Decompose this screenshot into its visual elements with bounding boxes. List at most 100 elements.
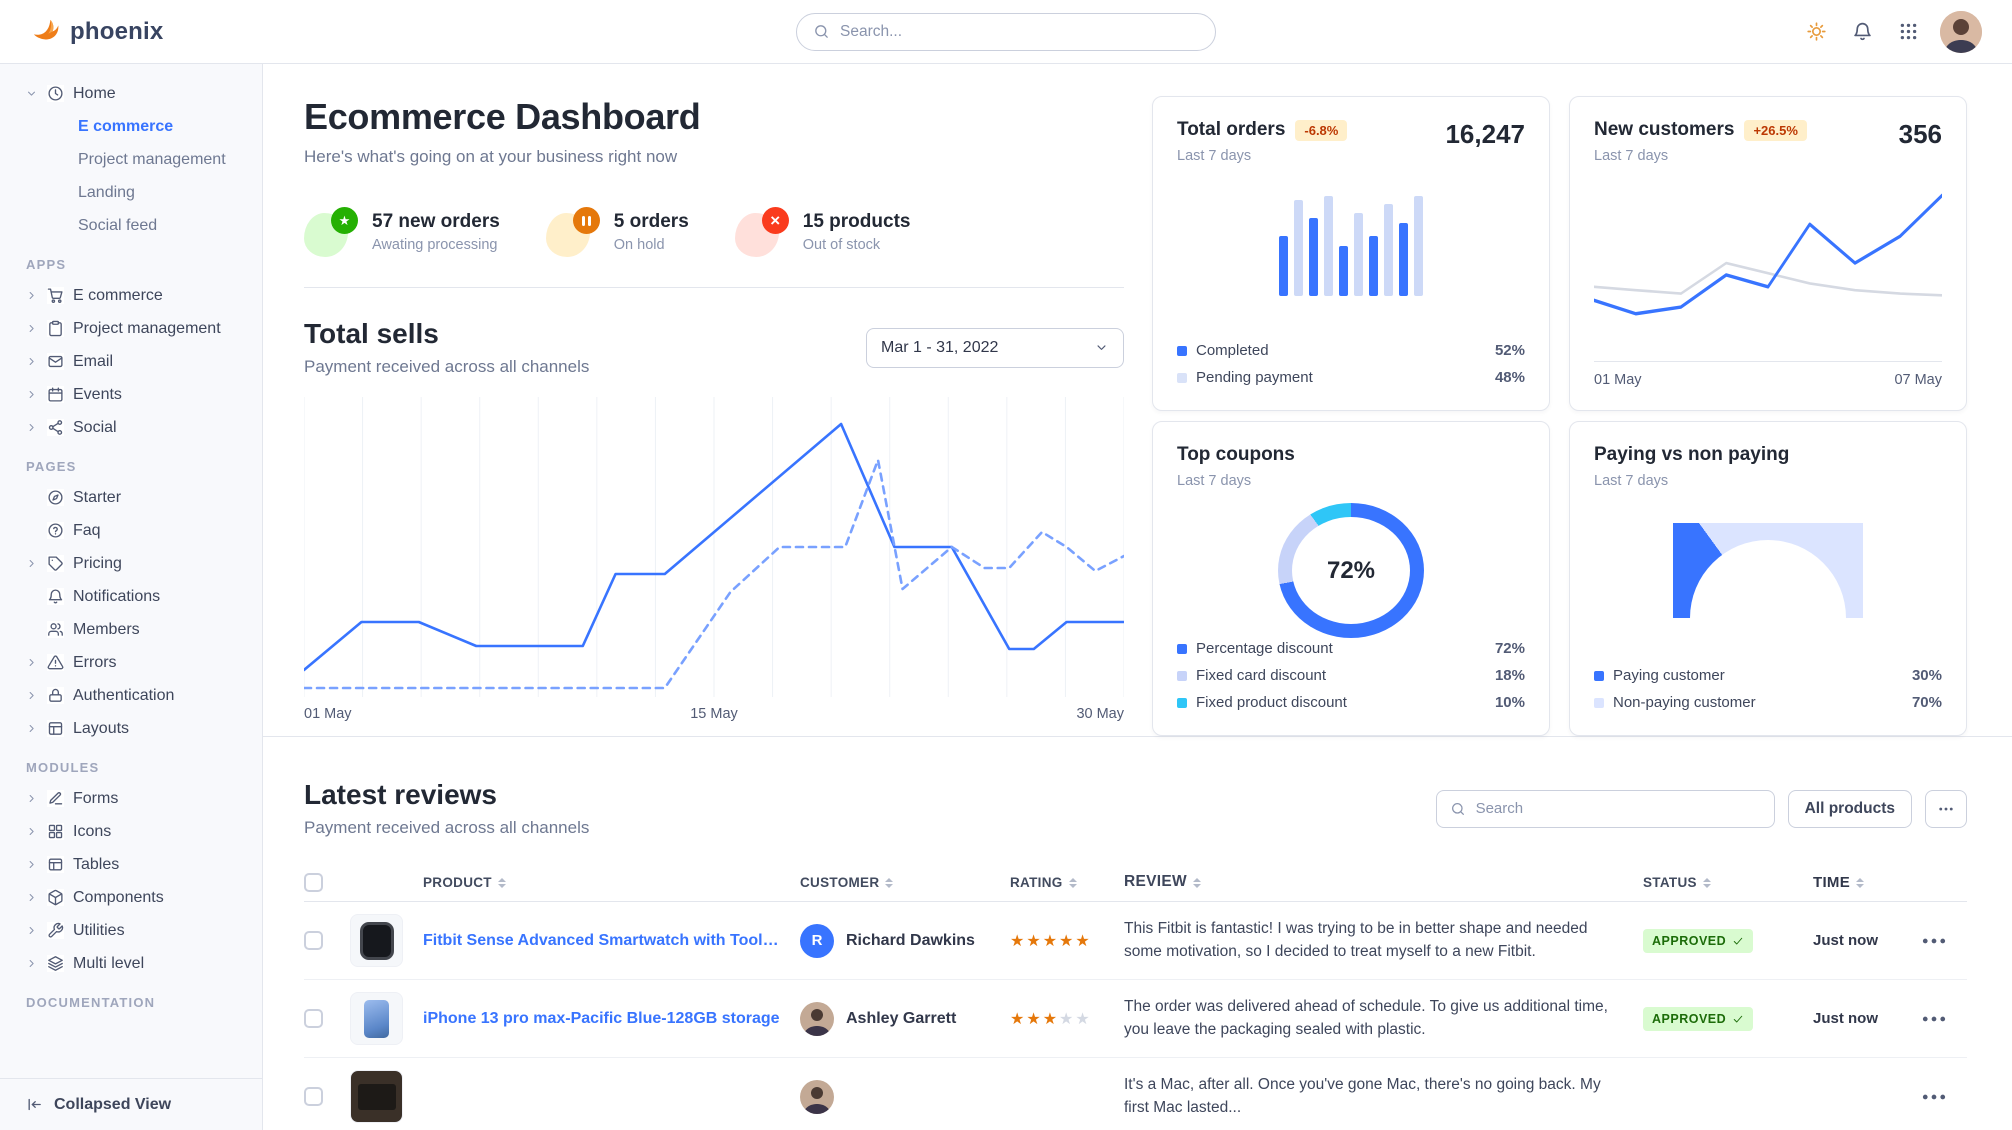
x-tick-label: 30 May bbox=[1076, 706, 1124, 722]
column-header-status[interactable]: STATUS bbox=[1643, 875, 1813, 890]
sidebar-item-label: Layouts bbox=[73, 719, 130, 737]
profile-avatar[interactable] bbox=[1940, 10, 1982, 53]
row-more-button[interactable] bbox=[1919, 1004, 1949, 1034]
sidebar-item-project-management[interactable]: Project management bbox=[0, 312, 262, 345]
sidebar-item-pricing[interactable]: Pricing bbox=[0, 547, 262, 580]
change-badge: +26.5% bbox=[1744, 119, 1807, 141]
chevron-down-icon bbox=[1094, 340, 1109, 355]
sidebar-item-label: Social bbox=[73, 418, 117, 436]
sidebar-item-errors[interactable]: Errors bbox=[0, 646, 262, 679]
brand[interactable]: phoenix bbox=[30, 14, 163, 50]
legend-bullet bbox=[1177, 643, 1187, 654]
sidebar-item-e-commerce[interactable]: E commerce bbox=[0, 279, 262, 312]
bar bbox=[1399, 223, 1408, 296]
card-period: Last 7 days bbox=[1177, 473, 1252, 489]
legend-value: 18% bbox=[1494, 667, 1525, 684]
bar bbox=[1279, 235, 1288, 296]
sidebar-item-e-commerce[interactable]: E commerce bbox=[0, 110, 262, 143]
all-products-filter-button[interactable]: All products bbox=[1787, 789, 1912, 828]
total-sells-header: Total sells Payment received across all … bbox=[304, 318, 1124, 377]
sidebar-collapse-toggle[interactable]: Collapsed View bbox=[0, 1078, 262, 1130]
layout-icon bbox=[47, 720, 64, 737]
column-header-rating[interactable]: RATING bbox=[1010, 875, 1124, 890]
global-search-input[interactable] bbox=[840, 22, 1199, 41]
legend-bullet bbox=[1177, 372, 1187, 383]
total-orders-value: 16,247 bbox=[1445, 119, 1525, 149]
sidebar-item-authentication[interactable]: Authentication bbox=[0, 679, 262, 712]
total-orders-bar-chart bbox=[1177, 192, 1525, 296]
sidebar-item-tables[interactable]: Tables bbox=[0, 848, 262, 881]
card-title: Top coupons bbox=[1177, 444, 1295, 465]
card-top-coupons: Top coupons Last 7 days 72% Percentage d… bbox=[1152, 421, 1550, 736]
sidebar-nav: Home E commerce Project management Landing S… bbox=[0, 64, 262, 1078]
bell-icon bbox=[1852, 21, 1873, 42]
column-header-review[interactable]: REVIEW bbox=[1124, 871, 1615, 893]
sort-icon bbox=[1069, 878, 1077, 888]
select-all-checkbox[interactable] bbox=[304, 873, 323, 892]
star-icon: ★ bbox=[1075, 932, 1090, 950]
box-icon bbox=[47, 889, 64, 906]
row-more-button[interactable] bbox=[1919, 1082, 1949, 1112]
sidebar-item-notifications[interactable]: Notifications bbox=[0, 580, 262, 613]
sidebar-item-home[interactable]: Home bbox=[0, 77, 262, 110]
reviews-table: PRODUCT CUSTOMER RATING REVIEW STATUS bbox=[304, 864, 1967, 1130]
column-header-customer[interactable]: CUSTOMER bbox=[800, 875, 893, 890]
total-sells-chart bbox=[304, 397, 1124, 697]
reviews-search-input[interactable] bbox=[1475, 800, 1761, 817]
column-header-time[interactable]: TIME bbox=[1813, 874, 1919, 891]
sidebar-item-landing[interactable]: Landing bbox=[0, 176, 262, 209]
sort-icon bbox=[885, 878, 893, 888]
row-checkbox[interactable] bbox=[304, 931, 323, 950]
column-header-product[interactable]: PRODUCT bbox=[423, 875, 506, 890]
notifications-button[interactable] bbox=[1844, 14, 1880, 50]
sidebar-item-email[interactable]: Email bbox=[0, 345, 262, 378]
sidebar-item-events[interactable]: Events bbox=[0, 378, 262, 411]
sidebar-item-label: Faq bbox=[73, 521, 101, 539]
sidebar-subitem-label: E commerce bbox=[78, 117, 174, 135]
sidebar-section-label-pages: PAGES bbox=[26, 459, 77, 474]
review-text: The order was delivered ahead of schedul… bbox=[1124, 998, 1608, 1038]
table-header: PRODUCT CUSTOMER RATING REVIEW STATUS bbox=[304, 864, 1967, 902]
sidebar-item-faq[interactable]: Faq bbox=[0, 514, 262, 547]
check-icon bbox=[1732, 935, 1744, 947]
sidebar-item-project-management[interactable]: Project management bbox=[0, 143, 262, 176]
compass-icon bbox=[47, 489, 64, 506]
row-checkbox[interactable] bbox=[304, 1087, 323, 1106]
product-link[interactable]: iPhone 13 pro max-Pacific Blue-128GB sto… bbox=[423, 1009, 780, 1027]
sidebar-item-label: Authentication bbox=[73, 686, 175, 704]
apps-menu-button[interactable] bbox=[1890, 14, 1926, 50]
x-label-start: 01 May bbox=[1594, 372, 1642, 388]
product-link[interactable]: Fitbit Sense Advanced Smartwatch with To… bbox=[423, 931, 784, 949]
sidebar-item-social[interactable]: Social bbox=[0, 411, 262, 444]
dashboard-left: Ecommerce Dashboard Here's what's going … bbox=[304, 96, 1124, 736]
review-text: It's a Mac, after all. Once you've gone … bbox=[1124, 1076, 1601, 1116]
sidebar-item-icons[interactable]: Icons bbox=[0, 815, 262, 848]
reviews-more-button[interactable] bbox=[1925, 789, 1967, 828]
sidebar-section-label-documentation: DOCUMENTATION bbox=[26, 995, 156, 1010]
sidebar-item-utilities[interactable]: Utilities bbox=[0, 914, 262, 947]
sort-icon bbox=[1856, 878, 1864, 888]
sidebar-item-layouts[interactable]: Layouts bbox=[0, 712, 262, 745]
sidebar-item-members[interactable]: Members bbox=[0, 613, 262, 646]
sidebar-item-multi-level[interactable]: Multi level bbox=[0, 947, 262, 980]
date-range-select[interactable]: Mar 1 - 31, 2022 bbox=[866, 327, 1124, 368]
sidebar-subitem-label: Social feed bbox=[78, 216, 158, 234]
sidebar-subitem-label: Landing bbox=[78, 183, 135, 201]
sidebar-item-forms[interactable]: Forms bbox=[0, 782, 262, 815]
x-label-end: 07 May bbox=[1894, 372, 1942, 388]
avatar bbox=[800, 1001, 834, 1036]
sidebar-item-label: Home bbox=[73, 84, 116, 102]
pause-icon bbox=[545, 207, 600, 257]
sidebar-item-starter[interactable]: Starter bbox=[0, 481, 262, 514]
row-checkbox[interactable] bbox=[304, 1009, 323, 1028]
row-more-button[interactable] bbox=[1919, 926, 1949, 956]
stat-success: ★ 57 new orders Awating processing bbox=[304, 207, 500, 257]
star-icon: ★ bbox=[304, 207, 358, 257]
theme-toggle-button[interactable] bbox=[1798, 14, 1834, 50]
bar bbox=[1294, 200, 1303, 296]
legend-item: Fixed product discount 10% bbox=[1177, 692, 1525, 713]
sidebar-item-social-feed[interactable]: Social feed bbox=[0, 209, 262, 242]
sidebar-item-label: Events bbox=[73, 385, 122, 403]
bar bbox=[1384, 204, 1393, 296]
sidebar-item-components[interactable]: Components bbox=[0, 881, 262, 914]
